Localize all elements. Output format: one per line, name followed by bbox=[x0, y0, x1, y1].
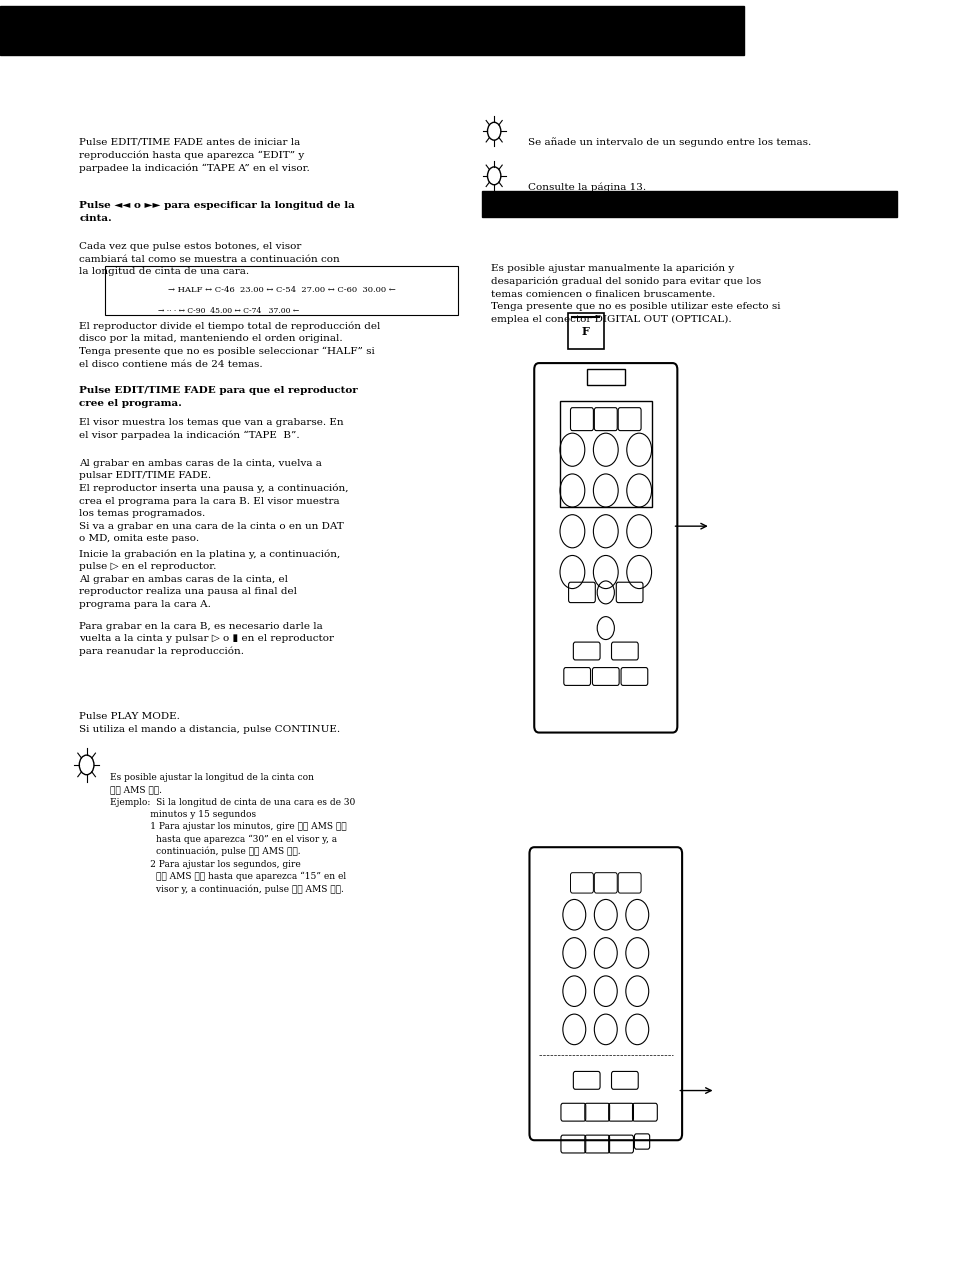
Text: El reproductor divide el tiempo total de reproducción del
disco por la mitad, ma: El reproductor divide el tiempo total de… bbox=[79, 321, 380, 368]
Text: Pulse EDIT/TIME FADE antes de iniciar la
reproducción hasta que aparezca “EDIT” : Pulse EDIT/TIME FADE antes de iniciar la… bbox=[79, 138, 310, 173]
Text: F: F bbox=[581, 326, 589, 336]
Bar bbox=[559, 401, 651, 507]
Text: El visor muestra los temas que van a grabarse. En
el visor parpadea la indicació: El visor muestra los temas que van a gra… bbox=[79, 418, 343, 440]
Text: → HALF ↔ C-46  23.00 ↔ C-54  27.00 ↔ C-60  30.00 ←: → HALF ↔ C-46 23.00 ↔ C-54 27.00 ↔ C-60 … bbox=[168, 287, 395, 294]
Text: → ·· · ↔ C-90  45.00 ↔ C-74   37.00 ←: → ·· · ↔ C-90 45.00 ↔ C-74 37.00 ← bbox=[158, 307, 299, 315]
Bar bbox=[567, 313, 603, 349]
Bar bbox=[105, 266, 457, 315]
Text: Al grabar en ambas caras de la cinta, vuelva a
pulsar EDIT/TIME FADE.
El reprodu: Al grabar en ambas caras de la cinta, vu… bbox=[79, 459, 348, 544]
Text: Se añade un intervalo de un segundo entre los temas.: Se añade un intervalo de un segundo entr… bbox=[527, 138, 810, 148]
Text: Inicie la grabación en la platina y, a continuación,
pulse ▷ en el reproductor.
: Inicie la grabación en la platina y, a c… bbox=[79, 549, 340, 609]
Bar bbox=[481, 191, 896, 217]
Text: Es posible ajustar manualmente la aparición y
desaparición gradual del sonido pa: Es posible ajustar manualmente la aparic… bbox=[491, 264, 780, 324]
Bar bbox=[586, 369, 624, 385]
Text: Pulse PLAY MODE.
Si utiliza el mando a distancia, pulse CONTINUE.: Pulse PLAY MODE. Si utiliza el mando a d… bbox=[79, 712, 340, 734]
Text: Pulse EDIT/TIME FADE para que el reproductor
cree el programa.: Pulse EDIT/TIME FADE para que el reprodu… bbox=[79, 386, 357, 408]
Bar bbox=[0, 6, 743, 55]
Text: Pulse ◄◄ o ►► para especificar la longitud de la
cinta.: Pulse ◄◄ o ►► para especificar la longit… bbox=[79, 201, 355, 223]
Text: Consulte la página 13.: Consulte la página 13. bbox=[527, 182, 645, 191]
Text: Cada vez que pulse estos botones, el visor
cambiará tal como se muestra a contin: Cada vez que pulse estos botones, el vis… bbox=[79, 242, 339, 276]
Text: Para grabar en la cara B, es necesario darle la
vuelta a la cinta y pulsar ▷ o ▮: Para grabar en la cara B, es necesario d… bbox=[79, 622, 334, 656]
Text: Es posible ajustar la longitud de la cinta con
⧏⧀ AMS ⧁⧎.
Ejemplo:  Si la longit: Es posible ajustar la longitud de la cin… bbox=[110, 773, 355, 894]
